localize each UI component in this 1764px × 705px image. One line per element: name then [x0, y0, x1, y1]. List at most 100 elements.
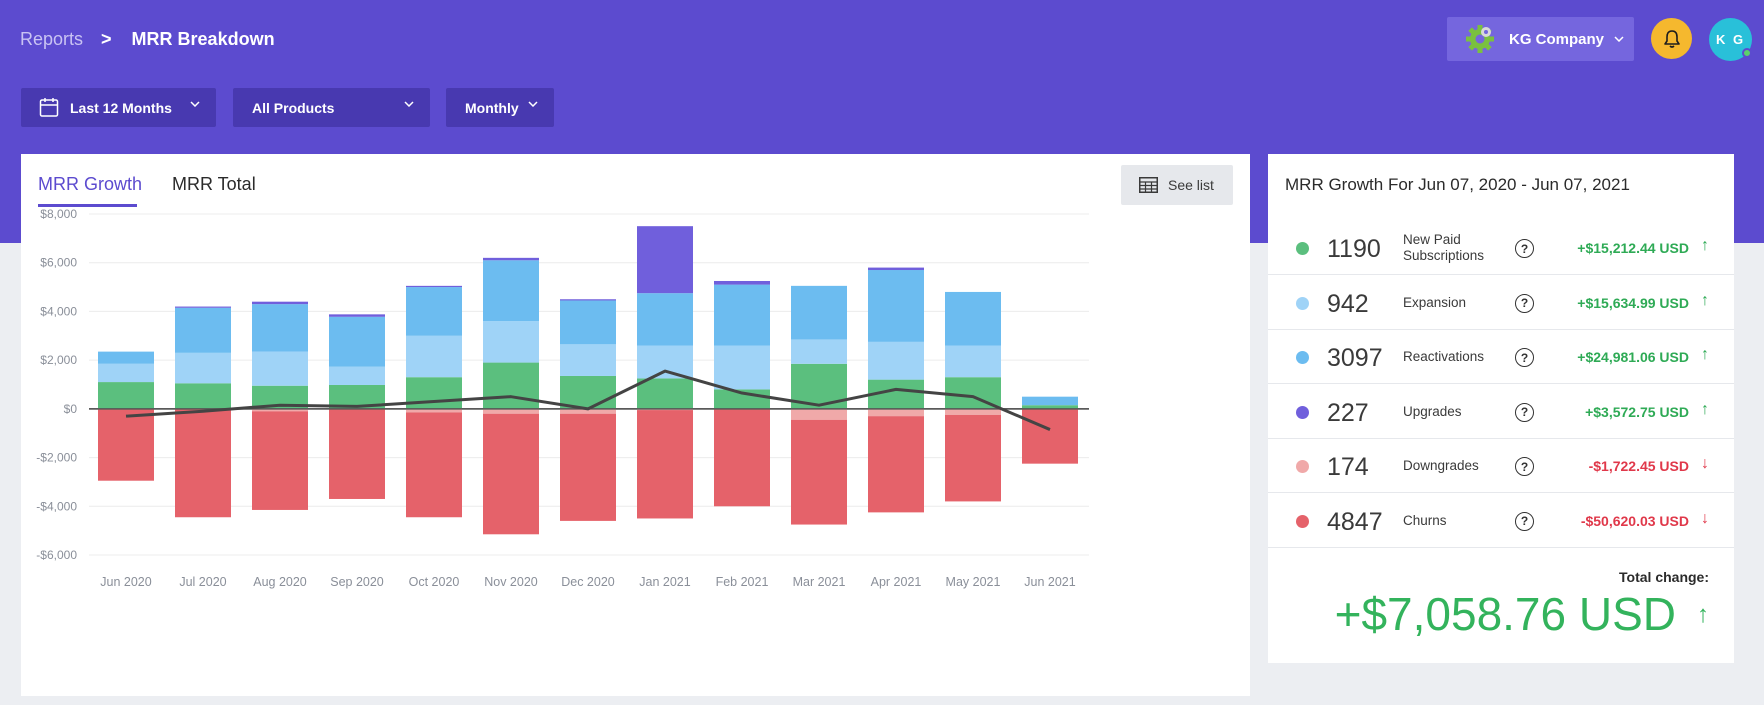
online-status-indicator [1742, 48, 1752, 58]
bar-segment-downgrades[interactable] [560, 408, 616, 414]
bar-segment-churns[interactable] [329, 408, 385, 499]
bar-segment-upgrades[interactable] [406, 285, 462, 288]
x-tick-label: May 2021 [946, 575, 1001, 589]
bar-segment-expansion[interactable] [175, 352, 231, 384]
bar-segment-new_paid[interactable] [329, 384, 385, 409]
help-icon[interactable]: ? [1515, 293, 1534, 313]
avatar[interactable]: K G [1709, 18, 1752, 61]
bar-segment-upgrades[interactable] [175, 306, 231, 308]
bar-segment-new_paid[interactable] [560, 375, 616, 409]
y-tick-label: -$4,000 [36, 499, 77, 513]
bar-segment-expansion[interactable] [945, 345, 1001, 378]
bar-segment-new_paid[interactable] [252, 385, 308, 409]
bar-segment-expansion[interactable] [252, 351, 308, 386]
bar-segment-upgrades[interactable] [868, 267, 924, 271]
interval-dropdown[interactable]: Monthly [446, 88, 554, 127]
bar-segment-churns[interactable] [252, 411, 308, 510]
bar-segment-upgrades[interactable] [483, 257, 539, 261]
help-icon[interactable]: ? [1515, 511, 1534, 531]
products-dropdown[interactable]: All Products [233, 88, 430, 127]
bar-segment-new_paid[interactable] [483, 362, 539, 409]
bar-segment-reactivations[interactable] [98, 351, 154, 364]
summary-label: Expansion [1403, 294, 1467, 310]
x-tick-label: Apr 2021 [871, 575, 922, 589]
bar-segment-upgrades[interactable] [714, 280, 770, 285]
summary-label: New Paid Subscriptions [1403, 232, 1485, 263]
bar-segment-reactivations[interactable] [175, 307, 231, 353]
bar-segment-downgrades[interactable] [868, 408, 924, 417]
bar-segment-expansion[interactable] [406, 335, 462, 378]
notifications-button[interactable] [1651, 18, 1692, 59]
bar-segment-reactivations[interactable] [406, 287, 462, 336]
help-icon[interactable]: ? [1515, 457, 1534, 476]
bar-segment-reactivations[interactable] [637, 293, 693, 346]
tab-mrr-growth[interactable]: MRR Growth [38, 174, 143, 194]
bar-segment-reactivations[interactable] [252, 304, 308, 352]
bar-segment-upgrades[interactable] [637, 226, 693, 294]
y-tick-label: $0 [64, 402, 78, 416]
bar-segment-upgrades[interactable] [560, 299, 616, 301]
bar-segment-new_paid[interactable] [175, 383, 231, 409]
tab-mrr-total[interactable]: MRR Total [172, 174, 256, 194]
summary-label: Churns [1403, 512, 1447, 528]
summary-count: 227 [1327, 398, 1369, 427]
bar-segment-churns[interactable] [945, 414, 1001, 502]
bar-segment-expansion[interactable] [791, 339, 847, 364]
bar-segment-churns[interactable] [98, 408, 154, 481]
bar-segment-churns[interactable] [406, 412, 462, 518]
bar-segment-reactivations[interactable] [791, 285, 847, 340]
bar-segment-downgrades[interactable] [406, 408, 462, 413]
breadcrumb-reports-link[interactable]: Reports [20, 28, 84, 49]
bar-segment-downgrades[interactable] [483, 408, 539, 414]
bar-segment-downgrades[interactable] [252, 408, 308, 412]
bar-segment-churns[interactable] [791, 419, 847, 525]
total-change-value: +$7,058.76 USD [1334, 588, 1676, 640]
summary-amount: -$50,620.03 USD [1580, 512, 1689, 529]
bar-segment-churns[interactable] [483, 413, 539, 535]
bar-segment-reactivations[interactable] [560, 300, 616, 345]
bar-segment-churns[interactable] [175, 408, 231, 518]
bar-segment-expansion[interactable] [329, 366, 385, 385]
bar-segment-downgrades[interactable] [945, 408, 1001, 415]
chevron-down-icon [404, 101, 414, 107]
help-icon[interactable]: ? [1515, 239, 1534, 258]
bar-segment-churns[interactable] [1022, 408, 1078, 464]
bar-segment-downgrades[interactable] [791, 408, 847, 420]
bar-segment-reactivations[interactable] [329, 316, 385, 367]
bar-segment-churns[interactable] [714, 408, 770, 507]
bar-segment-new_paid[interactable] [98, 382, 154, 409]
bar-segment-reactivations[interactable] [945, 291, 1001, 346]
bar-segment-expansion[interactable] [483, 321, 539, 363]
bar-segment-reactivations[interactable] [483, 260, 539, 322]
see-list-button[interactable]: See list [1121, 165, 1233, 205]
help-icon[interactable]: ? [1515, 402, 1534, 422]
bar-segment-reactivations[interactable] [868, 270, 924, 342]
products-value: All Products [252, 99, 335, 116]
bar-segment-expansion[interactable] [98, 363, 154, 383]
bar-segment-expansion[interactable] [868, 341, 924, 380]
company-switcher[interactable]: KG Company [1447, 17, 1634, 61]
bar-segment-upgrades[interactable] [252, 301, 308, 305]
bar-segment-reactivations[interactable] [714, 284, 770, 346]
bar-segment-expansion[interactable] [714, 345, 770, 390]
date-range-dropdown[interactable]: Last 12 Months [21, 88, 216, 127]
bar-segment-churns[interactable] [560, 413, 616, 521]
bar-segment-upgrades[interactable] [329, 314, 385, 317]
bar-segment-new_paid[interactable] [637, 378, 693, 409]
x-tick-label: Feb 2021 [716, 575, 769, 589]
bar-segment-expansion[interactable] [560, 344, 616, 376]
bar-segment-expansion[interactable] [637, 345, 693, 379]
help-icon[interactable]: ? [1515, 348, 1534, 367]
bar-segment-churns[interactable] [868, 416, 924, 513]
series-color-dot [1296, 242, 1309, 255]
series-color-dot [1296, 296, 1309, 310]
arrow-up-icon: ↑ [1701, 346, 1709, 363]
bar-segment-new_paid[interactable] [1022, 405, 1078, 409]
summary-count: 1190 [1327, 235, 1381, 263]
interval-value: Monthly [465, 99, 519, 116]
x-tick-label: Jan 2021 [639, 575, 690, 589]
bar-segment-churns[interactable] [637, 410, 693, 519]
summary-amount: +$3,572.75 USD [1585, 403, 1689, 420]
summary-title: MRR Growth For Jun 07, 2020 - Jun 07, 20… [1285, 175, 1630, 194]
bar-segment-reactivations[interactable] [1022, 396, 1078, 406]
